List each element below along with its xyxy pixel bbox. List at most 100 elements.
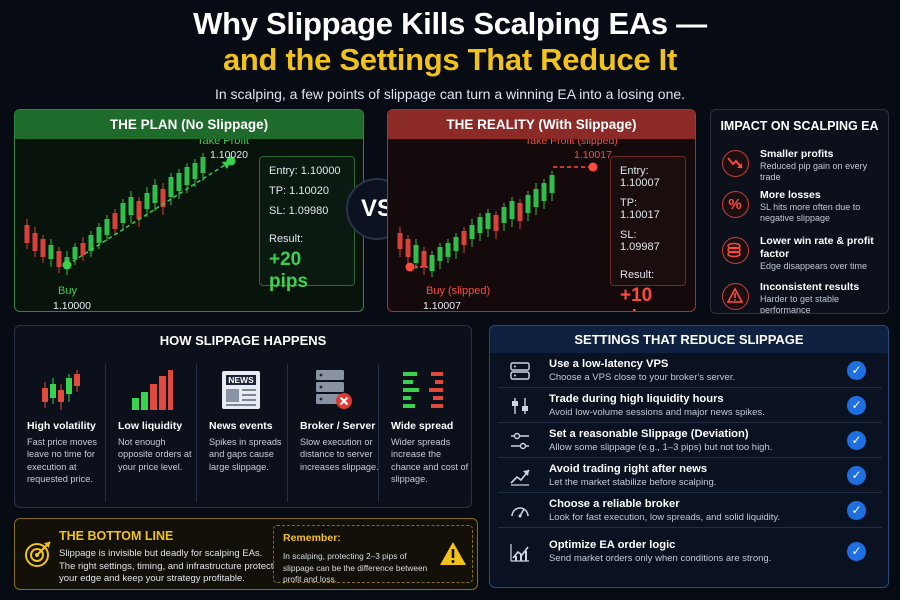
- how-item-desc: Wider spreads increase the chance and co…: [391, 437, 469, 484]
- impact-item-title: Inconsistent results: [760, 281, 860, 293]
- candle: [136, 201, 142, 219]
- reality-entry: Entry: 1.10007: [620, 165, 660, 189]
- trend-down-icon: [722, 150, 749, 177]
- candle: [96, 227, 102, 243]
- candle: [120, 203, 126, 223]
- impact-panel-title: IMPACT ON SCALPING EA: [720, 119, 879, 133]
- candle: [184, 167, 190, 185]
- impact-item-title: Lower win rate & profit factor: [760, 235, 874, 260]
- newspaper-icon: NEWS: [222, 371, 260, 409]
- candle: [413, 245, 419, 263]
- coins-icon: [722, 237, 749, 264]
- plan-buy-price: 1.10000: [53, 300, 91, 312]
- how-item-title: High volatility: [27, 420, 96, 432]
- candle: [533, 189, 539, 207]
- reality-panel: THE REALITY (With Slippage) Take Profit …: [387, 109, 696, 312]
- how-item-desc: Not enough opposite orders at your price…: [118, 437, 192, 472]
- how-item-desc: Fast price moves leave no time for execu…: [27, 437, 97, 484]
- candle: [453, 237, 459, 251]
- plan-panel-title: THE PLAN (No Slippage): [15, 110, 363, 139]
- reality-tp-marker: [588, 162, 598, 172]
- plan-entry: Entry: 1.10000: [269, 165, 341, 177]
- settings-item: Choose a reliable broker Look for fast e…: [498, 493, 882, 528]
- how-item-desc: Slow execution or distance to server inc…: [300, 437, 379, 472]
- reality-candles: [397, 171, 555, 277]
- candle: [192, 163, 198, 179]
- server-icon: [510, 362, 530, 380]
- server-error-icon: [316, 370, 352, 409]
- settings-item: Use a low-latency VPS Choose a VPS close…: [498, 353, 882, 388]
- settings-item-title: Choose a reliable broker: [549, 498, 680, 510]
- candle: [176, 173, 182, 191]
- check-icon: ✓: [847, 361, 866, 380]
- how-item-title: Broker / Server: [300, 420, 376, 432]
- warning-icon: [722, 283, 749, 310]
- percent-icon: %: [722, 191, 749, 218]
- check-icon: ✓: [847, 431, 866, 450]
- adjust-icon: [511, 432, 529, 450]
- chart-up-icon: [510, 469, 530, 486]
- gauge-icon: [511, 507, 529, 518]
- plan-tp-price: 1.10020: [210, 149, 248, 161]
- candle: [40, 239, 46, 257]
- remember-text: In scalping, protecting 2–3 pips of slip…: [283, 551, 428, 584]
- candle: [56, 251, 62, 267]
- target-icon: [25, 541, 51, 567]
- candle: [421, 251, 427, 267]
- plan-buy-marker: [62, 260, 72, 270]
- how-item-desc: Spikes in spreads and gaps cause large s…: [209, 437, 282, 472]
- candle: [152, 185, 158, 203]
- plan-tp: TP: 1.10020: [269, 185, 329, 197]
- volatility-candles-icon: [42, 370, 80, 410]
- chart-line-icon: [510, 544, 529, 562]
- bottom-line-panel: THE BOTTOM LINE Slippage is invisible bu…: [14, 518, 478, 590]
- plan-tp-label: Take Profit: [197, 139, 249, 147]
- check-icon: ✓: [847, 501, 866, 520]
- impact-item-title: More losses: [760, 189, 821, 201]
- plan-buy-label: Buy: [58, 285, 77, 297]
- candle: [445, 243, 451, 257]
- page-title-line-1: Why Slippage Kills Scalping EAs —: [193, 6, 707, 41]
- sliders-icon: [512, 398, 528, 414]
- how-item-title: Wide spread: [391, 420, 454, 432]
- impact-item-desc: Harder to get stable performance: [760, 294, 840, 314]
- settings-item: Set a reasonable Slippage (Deviation) Al…: [498, 423, 882, 458]
- plan-candles: [24, 153, 206, 275]
- how-item: Low liquidity Not enough opposite orders…: [106, 364, 197, 502]
- candle: [509, 201, 515, 219]
- candle: [168, 177, 174, 197]
- settings-panel: SETTINGS THAT REDUCE SLIPPAGE Use a low-…: [489, 325, 889, 588]
- candle: [469, 225, 475, 239]
- settings-item-desc: Allow some slippage (e.g., 1–3 pips) but…: [549, 442, 773, 453]
- candle: [112, 213, 118, 229]
- plan-info-box: Entry: 1.10000 TP: 1.10020 SL: 1.09980 R…: [259, 156, 355, 292]
- settings-item-desc: Avoid low-volume sessions and major news…: [549, 407, 765, 418]
- candle: [493, 215, 499, 231]
- candle: [525, 195, 531, 213]
- liquidity-bars-icon: [132, 370, 173, 410]
- impact-item-title: Smaller profits: [760, 148, 834, 160]
- impact-item-desc: SL hits more often due to negative slipp…: [760, 202, 861, 223]
- reality-result-label: Result:: [620, 269, 655, 281]
- candle: [32, 233, 38, 251]
- svg-text:%: %: [728, 196, 741, 213]
- impact-item-desc: Reduced pip gain on every trade: [760, 161, 868, 182]
- candle: [405, 239, 411, 257]
- candle: [549, 175, 555, 193]
- spread-icon: [403, 372, 443, 408]
- candle: [517, 203, 523, 221]
- check-icon: ✓: [847, 396, 866, 415]
- candle: [72, 247, 78, 259]
- plan-chart: Take Profit 1.10020 Buy 1.10000: [24, 139, 249, 312]
- settings-item-title: Optimize EA order logic: [549, 539, 676, 551]
- candle: [200, 157, 206, 173]
- candle: [501, 207, 507, 223]
- plan-trend-line: [66, 160, 232, 266]
- settings-item-title: Use a low-latency VPS: [549, 358, 669, 370]
- news-badge-text: NEWS: [228, 375, 254, 385]
- reality-result-value: +10 pips: [620, 285, 659, 311]
- reality-chart: Take Profit (slipped) 1.10017 Buy (slipp…: [397, 139, 618, 311]
- impact-panel: IMPACT ON SCALPING EA Smaller profits Re…: [710, 109, 889, 314]
- reality-tp: TP: 1.10017: [620, 197, 660, 221]
- reality-info-box: Entry: 1.10007 TP: 1.10017 SL: 1.09987 R…: [610, 156, 686, 311]
